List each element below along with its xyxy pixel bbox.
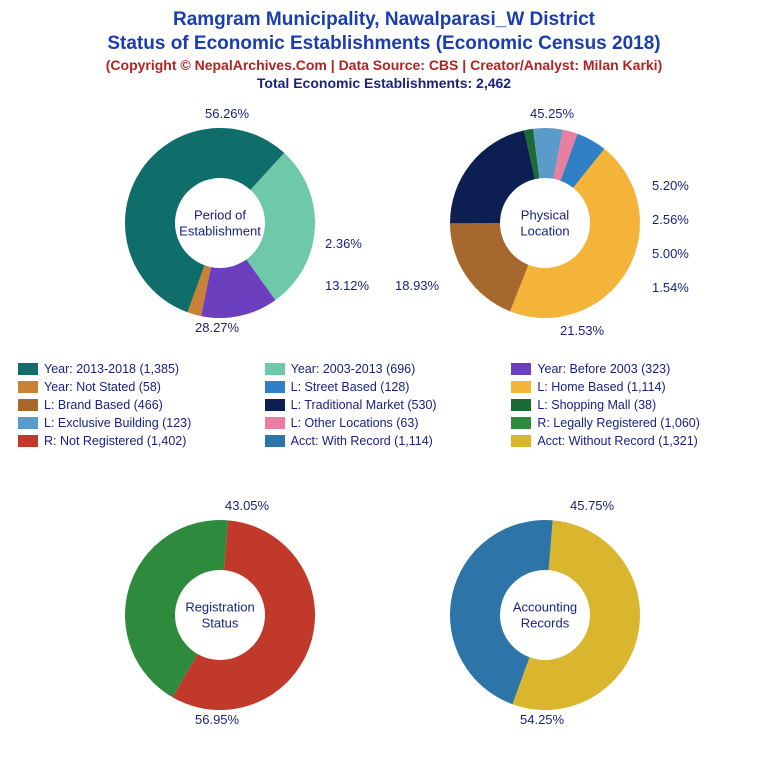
legend-item: R: Legally Registered (1,060) [511, 416, 750, 430]
pct-label: 1.54% [652, 280, 689, 295]
legend-label: R: Legally Registered (1,060) [537, 416, 700, 430]
pct-label: 45.75% [570, 498, 614, 513]
title-line-1: Ramgram Municipality, Nawalparasi_W Dist… [0, 8, 768, 32]
legend-swatch [18, 363, 38, 375]
legend-swatch [511, 399, 531, 411]
pct-label: 5.20% [652, 178, 689, 193]
legend-label: Year: 2013-2018 (1,385) [44, 362, 179, 376]
copyright-line: (Copyright © NepalArchives.Com | Data So… [0, 56, 768, 75]
legend-item: L: Shopping Mall (38) [511, 398, 750, 412]
legend-swatch [511, 417, 531, 429]
pct-label: 28.27% [195, 320, 239, 335]
registration-chart: RegistrationStatus 43.05%56.95% [115, 510, 325, 720]
pct-label: 5.00% [652, 246, 689, 261]
legend-swatch [265, 363, 285, 375]
pct-label: 18.93% [395, 278, 439, 293]
pct-label: 2.56% [652, 212, 689, 227]
legend-swatch [18, 417, 38, 429]
accounting-center-label: AccountingRecords [500, 599, 590, 630]
legend-swatch [18, 399, 38, 411]
legend-label: L: Brand Based (466) [44, 398, 163, 412]
legend-swatch [18, 435, 38, 447]
pct-label: 13.12% [325, 278, 369, 293]
legend-item: L: Home Based (1,114) [511, 380, 750, 394]
title-line-2: Status of Economic Establishments (Econo… [0, 32, 768, 56]
legend-swatch [265, 435, 285, 447]
period-chart: Period ofEstablishment 56.26%28.27%13.12… [115, 118, 325, 328]
legend-label: Year: 2003-2013 (696) [291, 362, 416, 376]
legend-label: Acct: With Record (1,114) [291, 434, 433, 448]
legend-item: R: Not Registered (1,402) [18, 434, 257, 448]
legend-label: L: Exclusive Building (123) [44, 416, 191, 430]
pct-label: 21.53% [560, 323, 604, 338]
legend-swatch [265, 381, 285, 393]
legend-item: L: Brand Based (466) [18, 398, 257, 412]
legend-label: L: Shopping Mall (38) [537, 398, 656, 412]
legend-label: L: Traditional Market (530) [291, 398, 437, 412]
legend-swatch [511, 381, 531, 393]
header: Ramgram Municipality, Nawalparasi_W Dist… [0, 0, 768, 93]
legend-label: Year: Before 2003 (323) [537, 362, 670, 376]
legend-label: Acct: Without Record (1,321) [537, 434, 697, 448]
legend-swatch [18, 381, 38, 393]
legend-swatch [511, 363, 531, 375]
legend-swatch [511, 435, 531, 447]
legend-item: L: Street Based (128) [265, 380, 504, 394]
pct-label: 45.25% [530, 106, 574, 121]
legend-swatch [265, 399, 285, 411]
total-line: Total Economic Establishments: 2,462 [0, 74, 768, 93]
legend-label: L: Other Locations (63) [291, 416, 419, 430]
pct-label: 56.26% [205, 106, 249, 121]
period-center-label: Period ofEstablishment [175, 207, 265, 238]
legend-label: L: Home Based (1,114) [537, 380, 665, 394]
location-center-label: PhysicalLocation [500, 207, 590, 238]
legend-label: R: Not Registered (1,402) [44, 434, 186, 448]
legend: Year: 2013-2018 (1,385) Year: 2003-2013 (… [18, 362, 750, 448]
legend-item: Year: 2003-2013 (696) [265, 362, 504, 376]
location-chart: PhysicalLocation 5.20%45.25%18.93%21.53%… [440, 118, 650, 328]
legend-item: Acct: Without Record (1,321) [511, 434, 750, 448]
legend-item: Year: Not Stated (58) [18, 380, 257, 394]
pct-label: 54.25% [520, 712, 564, 727]
pct-label: 2.36% [325, 236, 362, 251]
registration-center-label: RegistrationStatus [175, 599, 265, 630]
legend-label: Year: Not Stated (58) [44, 380, 161, 394]
accounting-chart: AccountingRecords 45.75%54.25% [440, 510, 650, 720]
legend-item: L: Other Locations (63) [265, 416, 504, 430]
legend-label: L: Street Based (128) [291, 380, 410, 394]
legend-item: L: Traditional Market (530) [265, 398, 504, 412]
legend-item: Acct: With Record (1,114) [265, 434, 504, 448]
pct-label: 43.05% [225, 498, 269, 513]
legend-item: L: Exclusive Building (123) [18, 416, 257, 430]
legend-item: Year: Before 2003 (323) [511, 362, 750, 376]
legend-item: Year: 2013-2018 (1,385) [18, 362, 257, 376]
pct-label: 56.95% [195, 712, 239, 727]
legend-swatch [265, 417, 285, 429]
